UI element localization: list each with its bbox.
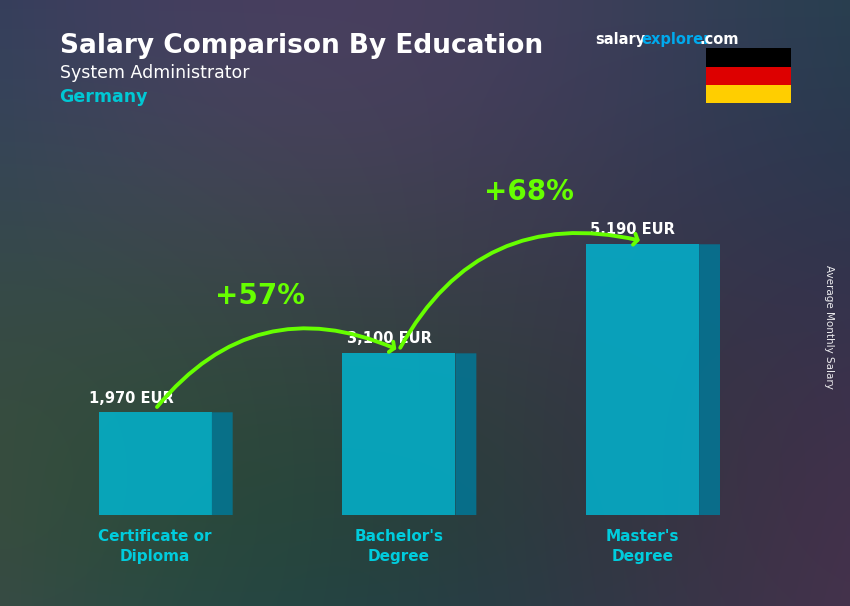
- Text: 3,100 EUR: 3,100 EUR: [347, 330, 432, 345]
- Text: 1,970 EUR: 1,970 EUR: [89, 390, 174, 405]
- Text: System Administrator: System Administrator: [60, 64, 249, 82]
- Bar: [706, 67, 791, 85]
- Text: Germany: Germany: [60, 88, 148, 106]
- Text: .com: .com: [700, 32, 739, 47]
- Bar: [706, 85, 791, 103]
- Polygon shape: [586, 244, 699, 515]
- Text: +57%: +57%: [215, 282, 304, 310]
- Polygon shape: [699, 244, 720, 515]
- Polygon shape: [456, 353, 476, 515]
- Polygon shape: [99, 412, 212, 515]
- Text: 5,190 EUR: 5,190 EUR: [591, 222, 675, 237]
- Text: salary: salary: [595, 32, 645, 47]
- Text: Salary Comparison By Education: Salary Comparison By Education: [60, 33, 542, 59]
- Text: +68%: +68%: [484, 178, 575, 206]
- Text: explorer: explorer: [642, 32, 711, 47]
- Text: Average Monthly Salary: Average Monthly Salary: [824, 265, 834, 389]
- Bar: [706, 48, 791, 67]
- Polygon shape: [343, 353, 456, 515]
- Polygon shape: [212, 412, 233, 515]
